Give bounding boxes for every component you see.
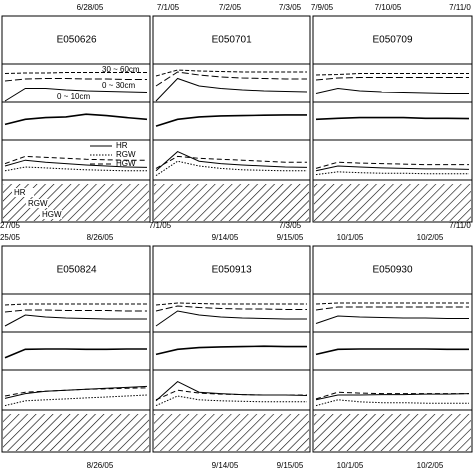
hatched-area [314,414,471,451]
panel-title: E050709 [373,35,413,46]
data-line [155,305,307,312]
date-label: 8/26/05 [87,461,114,470]
date-label: 10/1/05 [337,461,364,470]
date-label: 6/28/05 [77,3,104,12]
data-line [4,309,147,313]
legend-label: HR [116,141,128,150]
data-line [4,78,147,82]
date-label: 7/10/05 [375,3,402,12]
date-label: 27/05 [0,221,21,230]
date-label: 9/14/05 [212,233,239,242]
data-line [315,348,469,356]
data-line [315,116,470,121]
data-line [315,165,470,172]
hatched-area [3,414,149,451]
hatched-area [154,414,309,451]
data-line [155,302,307,306]
data-line [4,394,148,407]
area-label: HGW [42,210,62,219]
data-line [4,159,148,168]
data-line [4,155,147,165]
panel-title: E050913 [212,265,252,276]
date-label: 7/11/0 [449,3,471,12]
date-label: 7/9/05 [311,3,334,12]
data-line [315,161,469,169]
data-line [315,73,469,76]
data-line [315,393,470,401]
date-label: 7/1/05 [149,221,172,230]
date-label: 7/11/0 [449,221,471,230]
area-label: RGW [28,199,48,208]
panel-title: E050626 [57,35,97,46]
date-label: 7/3/05 [279,3,302,12]
legend-label: HGW [116,159,136,168]
data-line [315,87,469,94]
data-line [155,160,307,177]
data-line [155,77,308,102]
hatched-area [154,184,309,221]
date-label: 10/1/05 [337,233,364,242]
series-label: 30 ~ 60cm [102,65,140,74]
series-label: 0 ~ 10cm [57,92,90,101]
panel-frame [312,15,473,223]
data-line [155,389,307,401]
legend-label: RGW [116,150,136,159]
data-line [155,69,307,77]
date-label: 7/2/05 [219,3,242,12]
data-line [155,71,307,87]
panel-frame [1,245,151,453]
data-line [315,306,469,311]
panel-frame [1,15,151,223]
data-line [315,391,469,400]
date-label: 9/15/05 [277,461,304,470]
date-label: 9/14/05 [212,461,239,470]
date-label: 7/1/05 [157,3,180,12]
panel-title: E050824 [57,265,97,276]
data-line [315,77,469,81]
date-label: 10/2/05 [417,233,444,242]
data-line [4,303,147,306]
panel-title: E050930 [373,265,413,276]
data-line [155,310,307,327]
data-line [4,166,147,172]
date-label: 8/26/05 [87,233,114,242]
data-line [155,395,307,407]
data-line [315,171,469,176]
date-label: 7/3/05 [279,221,302,230]
hatched-area [314,184,471,221]
data-line [315,315,469,324]
panel-frame [152,245,311,453]
area-label: HR [14,188,26,197]
panel-frame [152,15,311,223]
date-label: 9/15/05 [277,233,304,242]
data-line [155,151,308,172]
label-bg [12,188,34,197]
label-bg [26,199,48,208]
series-label: 0 ~ 30cm [102,81,135,90]
data-line [4,113,148,126]
data-line [155,345,307,356]
data-line [4,348,147,359]
data-line [315,302,469,305]
date-label: 10/2/05 [417,461,444,470]
label-bg [40,210,62,219]
date-label: 25/05 [0,233,21,242]
panel-title: E050701 [212,35,252,46]
data-line [155,155,307,169]
data-line [4,314,147,327]
panel-frame [312,245,473,453]
data-line [4,385,148,399]
data-line [155,114,307,127]
data-line [4,387,148,397]
data-line [315,399,469,407]
data-line [4,88,148,102]
data-line [155,381,308,402]
